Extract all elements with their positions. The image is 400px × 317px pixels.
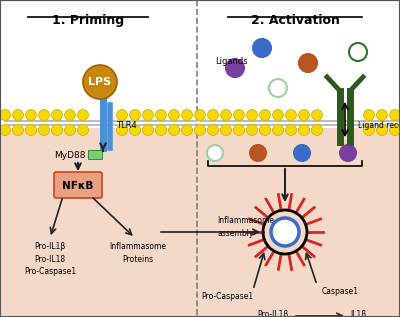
Circle shape <box>272 125 284 135</box>
Circle shape <box>142 109 154 120</box>
Circle shape <box>260 125 270 135</box>
Circle shape <box>390 109 400 120</box>
Circle shape <box>271 218 299 246</box>
Circle shape <box>78 109 88 120</box>
Circle shape <box>390 125 400 135</box>
Text: Ligands: Ligands <box>215 57 248 67</box>
Circle shape <box>0 125 10 135</box>
Text: 1. Priming: 1. Priming <box>52 14 124 27</box>
Circle shape <box>26 125 36 135</box>
Circle shape <box>52 125 62 135</box>
Circle shape <box>349 43 367 61</box>
Circle shape <box>12 109 24 120</box>
Circle shape <box>194 125 206 135</box>
Circle shape <box>78 125 88 135</box>
Circle shape <box>312 125 322 135</box>
Circle shape <box>64 109 76 120</box>
Circle shape <box>246 125 258 135</box>
Circle shape <box>38 109 50 120</box>
Text: LPS: LPS <box>88 77 112 87</box>
Circle shape <box>376 125 388 135</box>
Circle shape <box>340 145 356 161</box>
Circle shape <box>364 125 374 135</box>
Circle shape <box>207 145 223 161</box>
Circle shape <box>294 145 310 161</box>
Circle shape <box>168 109 180 120</box>
Text: Pro-Caspase1: Pro-Caspase1 <box>201 292 253 301</box>
Circle shape <box>250 145 266 161</box>
Circle shape <box>168 125 180 135</box>
Circle shape <box>246 109 258 120</box>
Circle shape <box>364 109 374 120</box>
Circle shape <box>156 125 166 135</box>
Circle shape <box>142 125 154 135</box>
Circle shape <box>12 125 24 135</box>
Circle shape <box>226 59 244 77</box>
Text: MyD88: MyD88 <box>54 151 86 159</box>
Circle shape <box>286 109 296 120</box>
Text: Inflammasome
Proteins: Inflammasome Proteins <box>110 242 166 263</box>
Circle shape <box>260 109 270 120</box>
Circle shape <box>130 125 140 135</box>
Circle shape <box>253 39 271 57</box>
Circle shape <box>269 79 287 97</box>
Circle shape <box>286 125 296 135</box>
Text: IL1β
IL18: IL1β IL18 <box>350 310 366 317</box>
Text: Inflammasome
assembly: Inflammasome assembly <box>217 216 274 238</box>
Circle shape <box>298 109 310 120</box>
FancyBboxPatch shape <box>54 172 102 198</box>
Circle shape <box>182 125 192 135</box>
Text: 2. Activation: 2. Activation <box>250 14 340 27</box>
Bar <box>88 150 102 159</box>
Bar <box>0 128 400 317</box>
Text: NFκB: NFκB <box>62 181 94 191</box>
Circle shape <box>298 125 310 135</box>
Circle shape <box>52 109 62 120</box>
Circle shape <box>220 125 232 135</box>
Text: Ligand receptor: Ligand receptor <box>358 121 400 131</box>
Circle shape <box>299 54 317 72</box>
Circle shape <box>182 109 192 120</box>
Text: Caspase1: Caspase1 <box>322 287 358 296</box>
Circle shape <box>208 125 218 135</box>
Text: Pro-IL1β
Pro-IL18: Pro-IL1β Pro-IL18 <box>257 310 289 317</box>
Circle shape <box>26 109 36 120</box>
Circle shape <box>194 109 206 120</box>
Circle shape <box>38 125 50 135</box>
Text: Pro-IL1β
Pro-IL18
Pro-Caspase1: Pro-IL1β Pro-IL18 Pro-Caspase1 <box>24 242 76 276</box>
Circle shape <box>0 109 10 120</box>
Circle shape <box>234 109 244 120</box>
Circle shape <box>116 125 128 135</box>
Circle shape <box>312 109 322 120</box>
Circle shape <box>376 109 388 120</box>
Circle shape <box>116 109 128 120</box>
Circle shape <box>64 125 76 135</box>
Circle shape <box>220 109 232 120</box>
Circle shape <box>83 65 117 99</box>
Circle shape <box>130 109 140 120</box>
Text: TLR4: TLR4 <box>116 121 137 131</box>
Circle shape <box>234 125 244 135</box>
Circle shape <box>208 109 218 120</box>
Circle shape <box>272 109 284 120</box>
Circle shape <box>156 109 166 120</box>
